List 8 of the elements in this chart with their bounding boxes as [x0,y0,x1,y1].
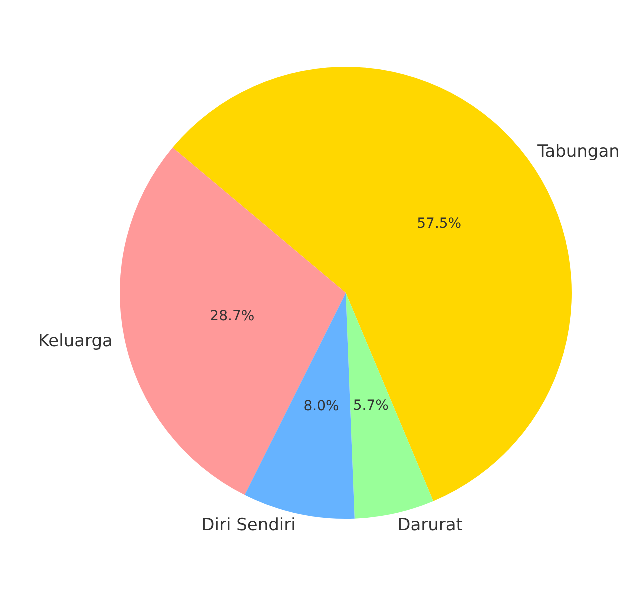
slice-label: Tabungan [536,142,620,162]
slice-label: Keluarga [38,331,113,352]
data-label: 5.7% [353,398,389,414]
slice-label: Diri Sendiri [202,516,296,536]
slice-label: Darurat [398,515,464,536]
data-label: 57.5% [417,216,462,232]
data-label: 28.7% [210,308,255,325]
data-label: 8.0% [304,398,340,414]
